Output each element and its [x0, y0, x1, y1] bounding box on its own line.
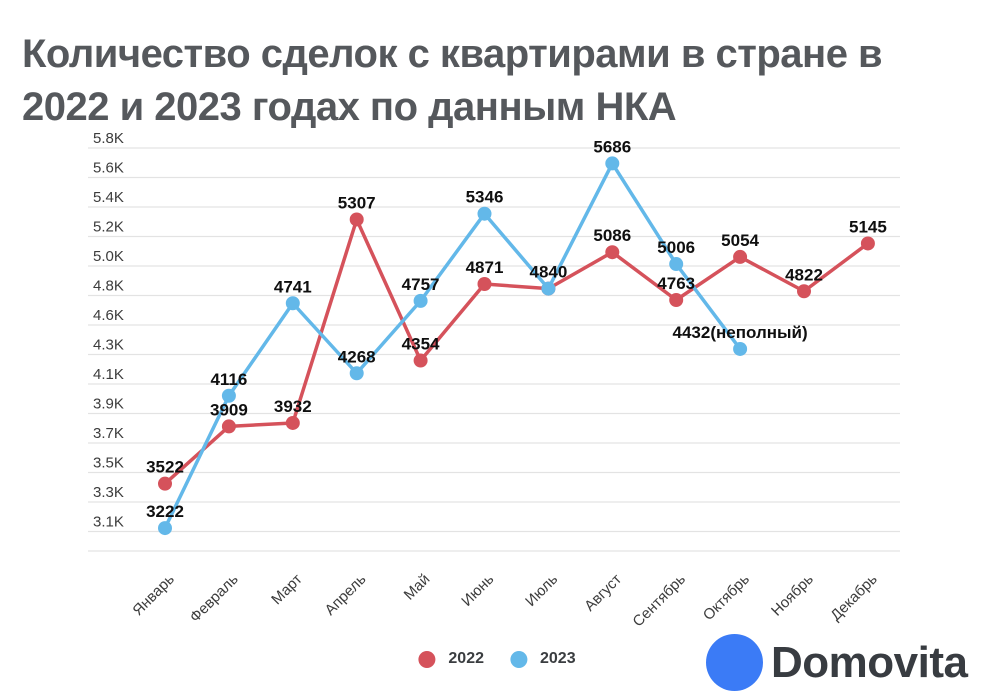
data-point-2022 [221, 419, 236, 434]
data-point-label: 3522 [146, 458, 184, 477]
data-point-label: 4840 [529, 263, 567, 282]
y-tick-label: 5.8K [93, 130, 124, 147]
data-point-label: 4871 [466, 258, 504, 277]
legend-item-2022: 2022 [418, 650, 484, 668]
series-line-2022 [163, 217, 870, 486]
legend-label-2022: 2022 [448, 650, 484, 667]
data-point-2022 [797, 284, 811, 299]
y-tick-label: 4.6K [93, 307, 124, 324]
data-point-2023 [541, 281, 556, 296]
data-point-label: 4354 [402, 335, 440, 354]
x-axis-label: Апрель [322, 571, 370, 619]
y-tick-label: 3.9K [93, 396, 124, 413]
chart-title-line2: 2022 и 2023 годах по данным НКА [22, 84, 677, 129]
y-tick-label: 3.5K [93, 455, 124, 472]
y-tick-label: 4.8K [93, 278, 124, 295]
data-point-label: 4741 [274, 277, 312, 296]
data-point-2023 [605, 156, 620, 171]
x-axis-label: Февраль [187, 571, 242, 626]
data-point-2023 [733, 341, 748, 356]
legend-dot-2022-icon [418, 650, 436, 668]
domovita-logo: Domovita [706, 634, 968, 691]
data-point-2022 [733, 249, 748, 264]
legend-dot-2023-icon [510, 650, 527, 668]
domovita-logo-text: Domovita [771, 637, 968, 687]
x-axis-label: Декабрь [827, 571, 881, 625]
data-point-2023 [349, 366, 364, 381]
data-point-label: 3222 [146, 502, 184, 521]
x-axis-label: Май [401, 571, 434, 604]
x-axis-label: Август [581, 571, 625, 615]
data-point-2023 [669, 257, 684, 272]
data-point-2022 [605, 245, 620, 260]
chart-title: Количество сделок с квартирами в стране … [22, 28, 982, 134]
data-point-label: 5307 [338, 193, 376, 212]
data-point-label: 5006 [657, 238, 695, 257]
data-point-2022 [477, 277, 492, 292]
data-point-label: 5145 [849, 217, 887, 236]
data-point-label: 5686 [593, 137, 631, 156]
x-axis-label: Январь [129, 571, 178, 620]
data-point-2023 [413, 293, 428, 308]
y-tick-label: 5.2K [93, 219, 124, 236]
data-point-2022 [158, 476, 172, 491]
y-tick-label: 3.7K [93, 425, 124, 442]
data-point-label: 5086 [593, 226, 631, 245]
data-point-label: 4268 [338, 347, 376, 366]
domovita-logo-circle-icon [706, 634, 763, 691]
data-point-label: 4757 [402, 275, 440, 294]
data-point-label: 5346 [466, 188, 504, 207]
legend-label-2023: 2023 [540, 650, 576, 667]
x-axis-label: Июнь [458, 571, 497, 610]
y-tick-label: 5.4K [93, 189, 124, 206]
data-point-label: 4432(неполный) [673, 323, 808, 342]
y-tick-label: 5.6K [93, 160, 124, 177]
chart-title-line1: Количество сделок с квартирами в стране … [22, 32, 883, 76]
data-point-2022 [413, 353, 428, 368]
x-axis-label: Октябрь [700, 571, 753, 624]
x-axis-label: Июль [522, 571, 561, 610]
data-point-label: 5054 [721, 231, 759, 250]
y-tick-label: 4.3K [93, 337, 124, 354]
data-point-2022 [669, 292, 684, 307]
data-point-label: 3932 [274, 397, 312, 416]
x-axis-label: Ноябрь [768, 571, 817, 620]
data-point-2023 [477, 206, 492, 221]
chart-legend: 2022 2023 [418, 650, 576, 668]
data-point-label: 4116 [210, 370, 247, 389]
y-tick-label: 3.1K [93, 514, 124, 531]
x-axis-label: Март [268, 571, 305, 608]
data-point-2023 [285, 296, 300, 311]
data-point-2022 [860, 236, 875, 251]
data-point-label: 3909 [210, 400, 248, 419]
data-point-2023 [221, 388, 236, 403]
y-tick-label: 4.1K [93, 366, 124, 383]
x-axis-label: Сентябрь [629, 571, 689, 631]
y-tick-label: 3.3K [93, 484, 124, 501]
y-tick-label: 5.0K [93, 248, 124, 265]
series-line-2023 [163, 161, 742, 530]
data-point-label: 4822 [785, 265, 823, 284]
legend-item-2023: 2023 [510, 650, 576, 668]
data-point-2022 [349, 212, 364, 227]
data-point-2023 [158, 521, 172, 536]
data-point-2022 [285, 415, 300, 430]
data-point-label: 4763 [657, 274, 695, 293]
